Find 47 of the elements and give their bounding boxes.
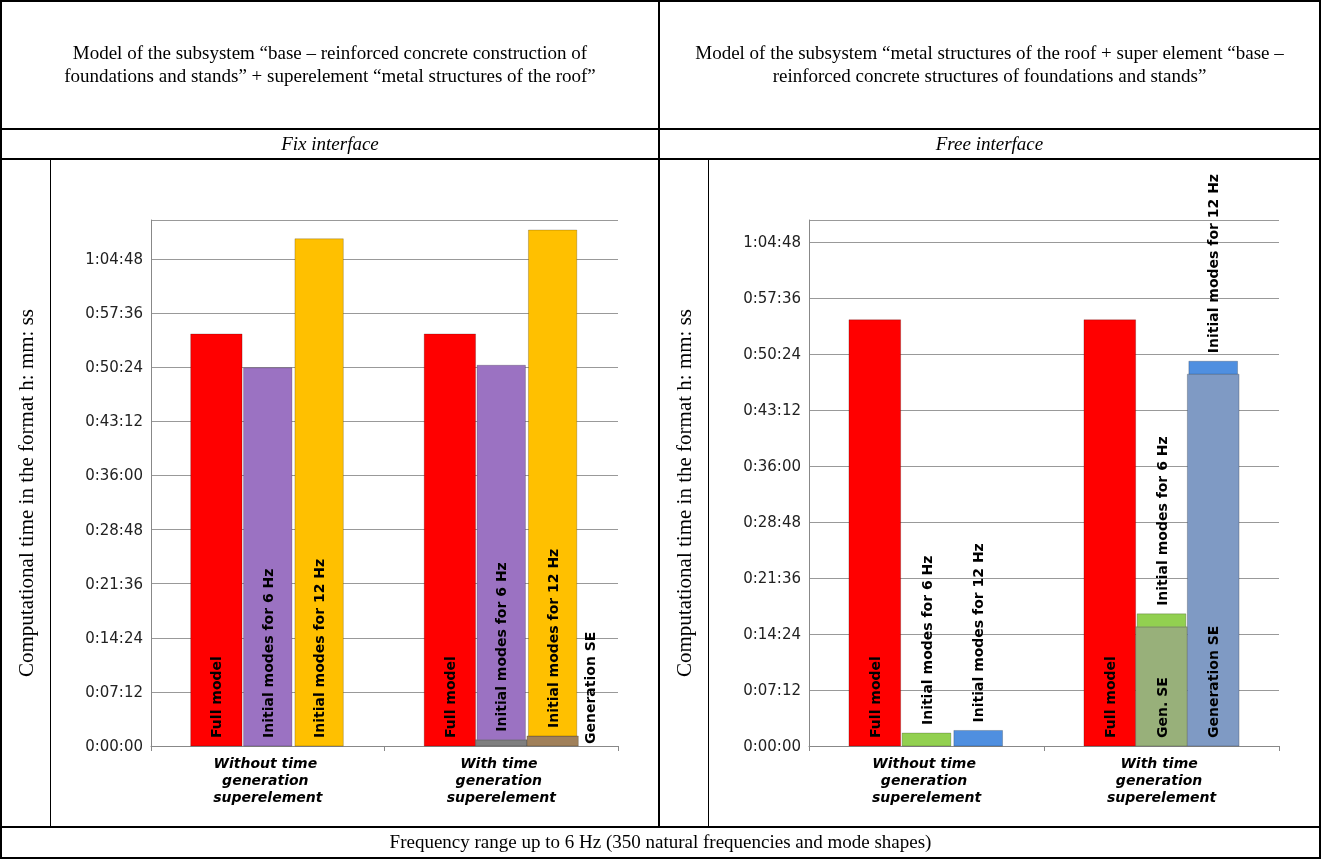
text: Initial modes for 6 Hz xyxy=(1153,436,1170,606)
text: Initial modes for 6 Hz xyxy=(493,562,510,732)
y-tick-label: 0:07:12 xyxy=(743,681,801,700)
chart-subtitle: Free interface xyxy=(659,129,1320,159)
y-tick-label: 0:28:48 xyxy=(743,513,801,532)
text: Generation SE xyxy=(582,631,599,744)
y-tick-label: 0:57:36 xyxy=(743,289,801,308)
y-tick-label: 0:50:24 xyxy=(85,358,143,377)
y-axis-title: Computational time in the format h: mm: ss xyxy=(671,308,697,678)
y-tick-label: 0:00:00 xyxy=(743,737,801,755)
y-tick-label: 0:21:36 xyxy=(743,569,801,588)
chart-title: Model of the subsystem “base – reinforced concrete construction of foundations and stands” + superelement “metal structures of the roof” xyxy=(1,1,659,129)
chart-subtitle: Fix interface xyxy=(1,129,659,159)
series-label: Initial modes for 12 Hz xyxy=(311,558,328,738)
y-tick-label: 0:57:36 xyxy=(85,304,143,323)
x-tick-label: With time generation superelement xyxy=(1106,754,1218,805)
y-tick-label: 0:28:48 xyxy=(85,520,143,539)
y-tick-label: 1:04:48 xyxy=(743,233,801,252)
x-tick-label: With time generation superelement xyxy=(446,754,558,805)
y-tick-label: 0:36:00 xyxy=(743,457,801,476)
y-tick-label: 0:14:24 xyxy=(743,625,801,644)
text: Initial modes for 12 Hz xyxy=(970,543,987,723)
x-tick-label: Without time generation superelement xyxy=(213,754,324,805)
y-tick-label: 0:50:24 xyxy=(743,345,801,364)
text: Initial modes for 12 Hz xyxy=(1205,173,1222,354)
y-tick-label: 0:00:00 xyxy=(85,737,143,755)
series-label: Generation SE xyxy=(1205,625,1222,738)
chart-title: Model of the subsystem “metal structures of the roof + super element “base – reinforced concrete structures of foundations and stands” xyxy=(659,1,1320,129)
y-tick-label: 0:43:12 xyxy=(85,412,143,431)
y-tick-label: 0:14:24 xyxy=(85,628,143,647)
text: Full model xyxy=(441,656,458,738)
text: Frequency range up to 6 Hz (350 natural frequencies and mode shapes) xyxy=(1,827,1320,858)
y-tick-label: 0:36:00 xyxy=(85,466,143,485)
y-tick-label: 0:21:36 xyxy=(85,574,143,593)
series-label: Initial modes for 6 Hz xyxy=(259,568,276,738)
series-label: Gen. SE xyxy=(1153,677,1170,738)
series-label: Full model xyxy=(866,656,883,738)
text: Initial modes for 12 Hz xyxy=(544,548,561,728)
series-label: Full model xyxy=(208,656,225,738)
y-tick-label: 1:04:48 xyxy=(85,250,143,269)
x-tick-label: Without time generation superelement xyxy=(871,754,983,805)
y-tick-label: 0:07:12 xyxy=(85,682,143,701)
bar xyxy=(953,730,1003,747)
y-axis-title: Computational time in the format h: mm: ss xyxy=(13,308,39,678)
text: Initial modes for 6 Hz xyxy=(918,555,935,726)
text: Full model xyxy=(1101,656,1118,738)
y-tick-label: 0:43:12 xyxy=(743,401,801,420)
